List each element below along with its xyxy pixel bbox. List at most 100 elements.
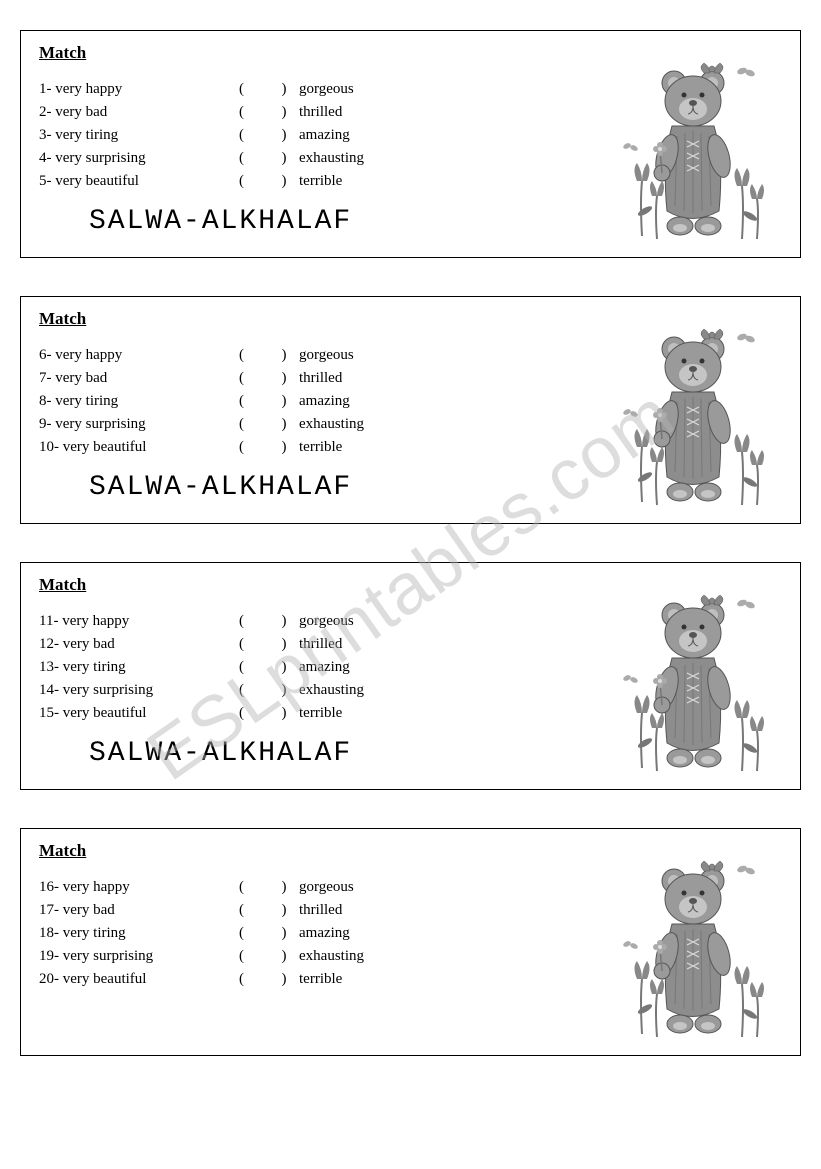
row-paren[interactable]: ( )	[239, 79, 299, 100]
row-left: 19- very surprising	[39, 946, 239, 967]
match-card: Match16- very happy( )gorgeous17- very b…	[20, 828, 801, 1056]
row-number: 20-	[39, 971, 59, 987]
row-paren[interactable]: ( )	[239, 437, 299, 458]
row-right-text: amazing	[299, 391, 602, 412]
row-paren[interactable]: ( )	[239, 946, 299, 967]
row-left: 2- very bad	[39, 102, 239, 123]
match-row: 7- very bad( )thrilled	[39, 368, 602, 389]
row-paren[interactable]: ( )	[239, 923, 299, 944]
row-right-text: exhausting	[299, 680, 602, 701]
row-paren[interactable]: ( )	[239, 414, 299, 435]
row-number: 4-	[39, 150, 52, 166]
row-left-text: very happy	[55, 81, 122, 97]
match-row: 17- very bad ( )thrilled	[39, 900, 602, 921]
author-name: SALWA-ALKHALAF	[89, 206, 602, 237]
row-paren[interactable]: ( )	[239, 345, 299, 366]
row-paren[interactable]: ( )	[239, 703, 299, 724]
row-number: 7-	[39, 370, 52, 386]
row-paren[interactable]: ( )	[239, 969, 299, 990]
row-right-text: terrible	[299, 703, 602, 724]
row-paren[interactable]: ( )	[239, 877, 299, 898]
row-paren[interactable]: ( )	[239, 125, 299, 146]
card-title: Match	[39, 43, 602, 63]
row-paren[interactable]: ( )	[239, 634, 299, 655]
match-row: 5- very beautiful( )terrible	[39, 171, 602, 192]
match-row: 6- very happy( )gorgeous	[39, 345, 602, 366]
row-right-text: exhausting	[299, 148, 602, 169]
row-left-text: very happy	[55, 347, 122, 363]
row-right-text: gorgeous	[299, 611, 602, 632]
match-row: 10- very beautiful( )terrible	[39, 437, 602, 458]
row-left: 14- very surprising	[39, 680, 239, 701]
row-left: 12- very bad	[39, 634, 239, 655]
row-left: 15- very beautiful	[39, 703, 239, 724]
row-number: 9-	[39, 416, 52, 432]
row-left-text: very tiring	[63, 659, 126, 675]
author-name: SALWA-ALKHALAF	[89, 738, 602, 769]
match-row: 14- very surprising( )exhausting	[39, 680, 602, 701]
match-row: 3- very tiring( )amazing	[39, 125, 602, 146]
row-left-text: very beautiful	[63, 439, 147, 455]
row-left: 4- very surprising	[39, 148, 239, 169]
card-title: Match	[39, 575, 602, 595]
author-name: SALWA-ALKHALAF	[89, 472, 602, 503]
row-left: 13- very tiring	[39, 657, 239, 678]
row-left: 18- very tiring	[39, 923, 239, 944]
row-number: 11-	[39, 613, 58, 629]
row-left-text: very happy	[62, 613, 129, 629]
row-paren[interactable]: ( )	[239, 391, 299, 412]
row-right-text: thrilled	[299, 102, 602, 123]
row-number: 18-	[39, 925, 59, 941]
match-card: Match11- very happy( )gorgeous12- very b…	[20, 562, 801, 790]
bear-icon	[602, 841, 782, 1047]
row-right-text: exhausting	[299, 946, 602, 967]
bear-illustration	[612, 317, 772, 507]
match-row: 9- very surprising( )exhausting	[39, 414, 602, 435]
bear-icon	[602, 575, 782, 781]
row-left-text: very beautiful	[55, 173, 139, 189]
match-row: 13- very tiring( )amazing	[39, 657, 602, 678]
row-left-text: very bad	[63, 902, 115, 918]
row-left-text: very bad	[55, 370, 107, 386]
row-right-text: thrilled	[299, 900, 602, 921]
match-row: 18- very tiring( )amazing	[39, 923, 602, 944]
row-right-text: gorgeous	[299, 877, 602, 898]
row-left: 5- very beautiful	[39, 171, 239, 192]
row-number: 15-	[39, 705, 59, 721]
row-paren[interactable]: ( )	[239, 148, 299, 169]
row-left-text: very beautiful	[63, 971, 147, 987]
row-paren[interactable]: ( )	[239, 657, 299, 678]
row-paren[interactable]: ( )	[239, 900, 299, 921]
row-number: 1-	[39, 81, 52, 97]
row-left-text: very tiring	[55, 393, 118, 409]
row-paren[interactable]: ( )	[239, 102, 299, 123]
row-right-text: gorgeous	[299, 79, 602, 100]
row-left-text: very bad	[63, 636, 115, 652]
bear-illustration	[612, 583, 772, 773]
row-right-text: terrible	[299, 969, 602, 990]
row-paren[interactable]: ( )	[239, 368, 299, 389]
row-right-text: terrible	[299, 437, 602, 458]
match-row: 19- very surprising( )exhausting	[39, 946, 602, 967]
row-number: 17-	[39, 902, 59, 918]
row-left-text: very beautiful	[63, 705, 147, 721]
match-row: 11- very happy( )gorgeous	[39, 611, 602, 632]
row-left: 11- very happy	[39, 611, 239, 632]
row-right-text: amazing	[299, 923, 602, 944]
row-left-text: very happy	[63, 879, 130, 895]
match-row: 12- very bad( )thrilled	[39, 634, 602, 655]
row-paren[interactable]: ( )	[239, 680, 299, 701]
row-paren[interactable]: ( )	[239, 611, 299, 632]
row-left: 8- very tiring	[39, 391, 239, 412]
card-content: Match16- very happy( )gorgeous17- very b…	[39, 841, 602, 1047]
match-row: 2- very bad( )thrilled	[39, 102, 602, 123]
row-left: 6- very happy	[39, 345, 239, 366]
row-paren[interactable]: ( )	[239, 171, 299, 192]
row-left: 20- very beautiful	[39, 969, 239, 990]
row-left-text: very surprising	[63, 948, 153, 964]
card-content: Match1- very happy( )gorgeous2- very bad…	[39, 43, 602, 249]
row-left-text: very tiring	[55, 127, 118, 143]
row-left: 7- very bad	[39, 368, 239, 389]
bear-icon	[602, 309, 782, 515]
row-right-text: terrible	[299, 171, 602, 192]
